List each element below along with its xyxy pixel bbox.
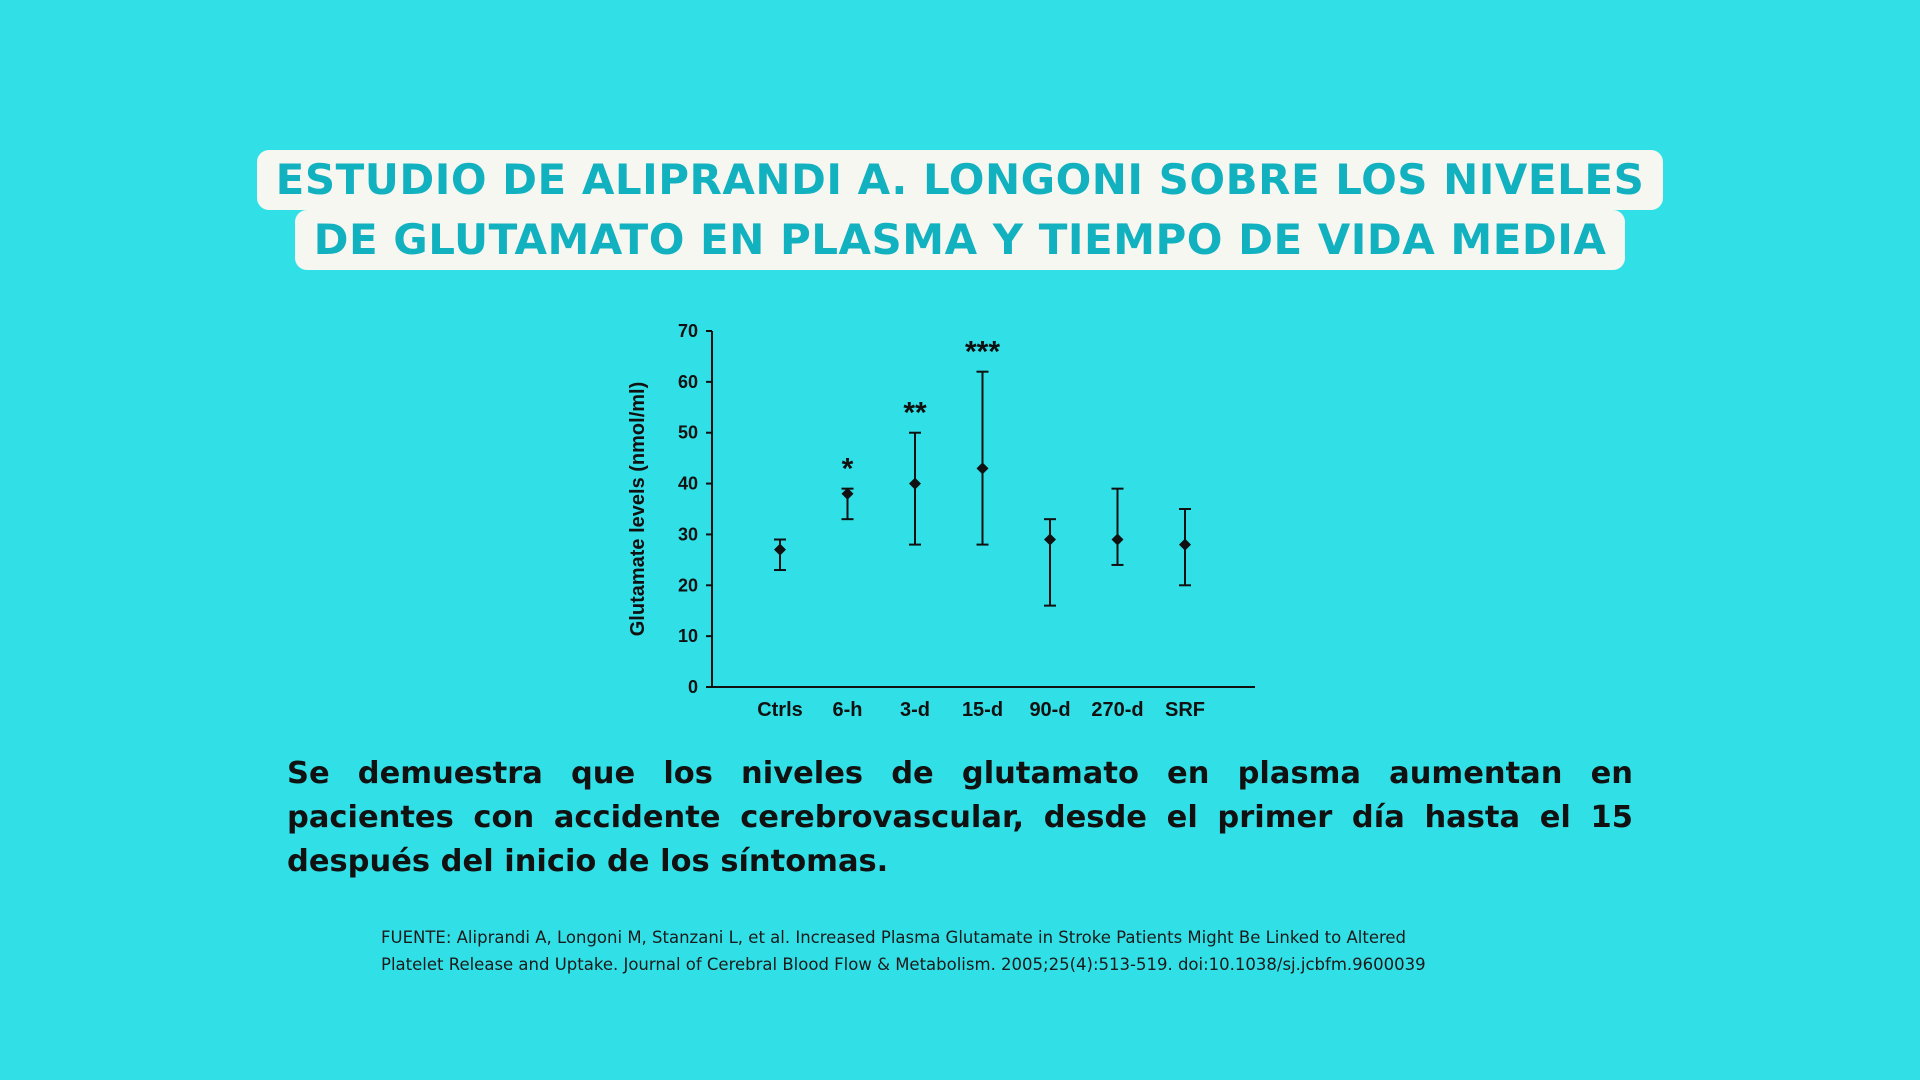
y-tick-label: 50 [678,423,698,443]
source-citation: FUENTE: Aliprandi A, Longoni M, Stanzani… [381,924,1581,978]
x-tick-label: SRF [1165,699,1205,721]
y-tick-label: 30 [678,524,698,544]
y-tick-label: 20 [678,575,698,595]
data-point [1179,538,1191,551]
y-axis-title: Glutamate levels (nmol/ml) [627,382,649,637]
y-tick-label: 70 [678,321,698,341]
data-point [976,462,989,475]
data-point [909,477,921,490]
significance-marker: *** [965,336,1000,369]
data-point [1111,533,1124,546]
y-tick-label: 10 [678,626,698,646]
x-tick-label: 15-d [962,699,1003,721]
significance-marker: ** [903,397,927,430]
significance-marker: * [842,453,854,486]
y-tick-label: 60 [678,372,698,392]
x-tick-label: 3-d [900,699,930,721]
description-text: Se demuestra que los niveles de glutamat… [287,756,1633,879]
data-point [774,543,786,556]
x-tick-label: Ctrls [757,699,803,721]
data-point [841,487,854,500]
glutamate-chart: 0 10 20 30 40 50 60 70 Glutamate levels (nmol/ml… [627,321,1255,721]
title-banner: ESTUDIO DE ALIPRANDI A. LONGONI SOBRE LO… [0,150,1920,270]
y-tick-label: 0 [688,677,698,697]
title-line-2: DE GLUTAMATO EN PLASMA Y TIEMPO DE VIDA … [294,210,1626,270]
source-line-2: Platelet Release and Uptake. Journal of … [381,955,1426,974]
source-line-1: FUENTE: Aliprandi A, Longoni M, Stanzani… [381,928,1407,947]
y-tick-label: 40 [678,474,698,494]
title-line-1: ESTUDIO DE ALIPRANDI A. LONGONI SOBRE LO… [256,150,1664,210]
x-tick-label: 90-d [1029,699,1070,721]
x-tick-label: 6-h [833,699,863,721]
data-point [1044,533,1056,546]
x-tick-label: 270-d [1091,699,1143,721]
